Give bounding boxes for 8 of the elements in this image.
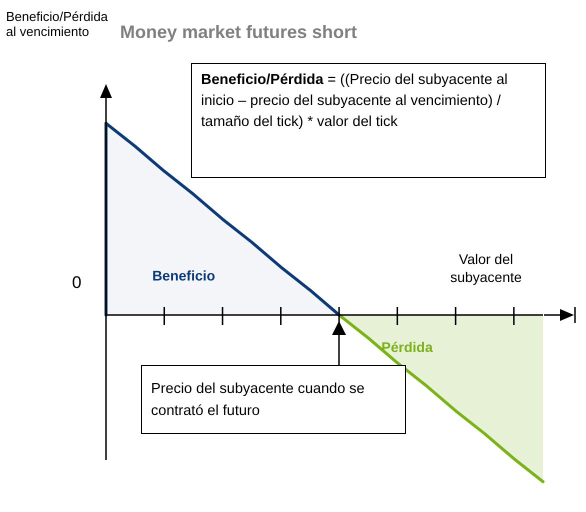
x-axis-title: Valor del subyacente (449, 250, 523, 286)
text: Beneficio/Pérdida al vencimiento (6, 9, 109, 39)
text: 0 (72, 272, 82, 293)
callout-box: Beneficio/Pérdida = ((Precio del subyacente al inicio – precio del subyacente al vencimiento) / tamaño del tick) * valor del tick (191, 63, 546, 178)
chart-title: Money market futures short (120, 22, 358, 43)
series-label: Pérdida (381, 339, 433, 356)
series-label: Beneficio (152, 267, 216, 284)
callout-box: Precio del subyacente cuando se contrató el futuro (141, 364, 406, 434)
